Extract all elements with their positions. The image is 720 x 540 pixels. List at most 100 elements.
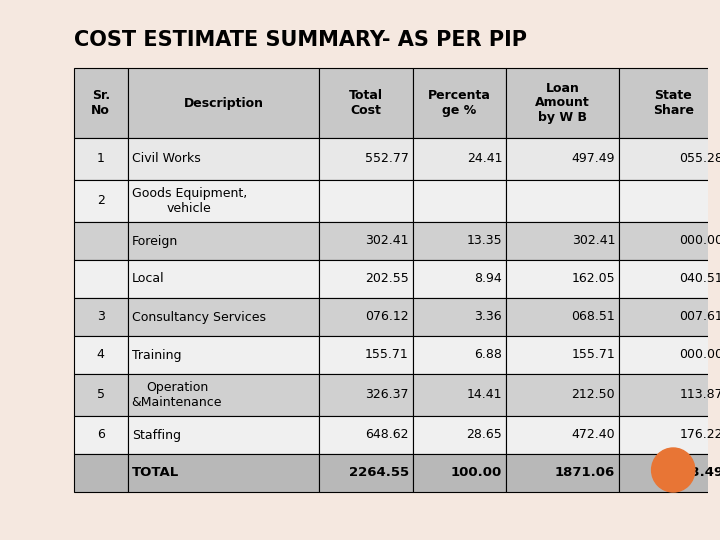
Bar: [73, 260, 127, 298]
Text: 155.71: 155.71: [365, 348, 409, 361]
Text: 472.40: 472.40: [572, 429, 615, 442]
Bar: [320, 138, 413, 180]
Text: 302.41: 302.41: [572, 234, 615, 247]
Text: 100.00: 100.00: [451, 467, 502, 480]
Bar: [619, 222, 720, 260]
Text: Foreign: Foreign: [132, 234, 178, 247]
Bar: [619, 336, 720, 374]
Text: 040.51: 040.51: [680, 273, 720, 286]
Text: Sr.
No: Sr. No: [91, 89, 110, 117]
Text: 000.00: 000.00: [680, 234, 720, 247]
Text: 3: 3: [96, 310, 104, 323]
Bar: [127, 68, 320, 138]
Text: 162.05: 162.05: [572, 273, 615, 286]
Bar: [413, 374, 506, 416]
Bar: [127, 336, 320, 374]
Bar: [506, 260, 619, 298]
Bar: [127, 298, 320, 336]
Bar: [127, 180, 320, 222]
Bar: [127, 416, 320, 454]
Bar: [506, 298, 619, 336]
Text: Description: Description: [184, 97, 264, 110]
Bar: [73, 298, 127, 336]
Bar: [320, 68, 413, 138]
Text: COST ESTIMATE SUMMARY- AS PER PIP: COST ESTIMATE SUMMARY- AS PER PIP: [73, 30, 527, 50]
Bar: [413, 260, 506, 298]
Text: Operation
&Maintenance: Operation &Maintenance: [132, 381, 222, 409]
Bar: [320, 374, 413, 416]
Bar: [506, 454, 619, 492]
Bar: [320, 336, 413, 374]
Text: 326.37: 326.37: [365, 388, 409, 402]
Bar: [506, 222, 619, 260]
Bar: [73, 180, 127, 222]
Bar: [619, 180, 720, 222]
Bar: [320, 260, 413, 298]
Bar: [127, 222, 320, 260]
Bar: [73, 454, 127, 492]
Bar: [619, 138, 720, 180]
Bar: [320, 222, 413, 260]
Text: 1871.06: 1871.06: [555, 467, 615, 480]
Bar: [506, 68, 619, 138]
Bar: [320, 454, 413, 492]
Text: 4: 4: [96, 348, 104, 361]
Text: Civil Works: Civil Works: [132, 152, 200, 165]
Text: Consultancy Services: Consultancy Services: [132, 310, 266, 323]
Text: 202.55: 202.55: [365, 273, 409, 286]
Bar: [506, 180, 619, 222]
Text: Goods Equipment,
vehicle: Goods Equipment, vehicle: [132, 187, 247, 215]
Text: 1: 1: [96, 152, 104, 165]
Text: 000.00: 000.00: [680, 348, 720, 361]
Text: 497.49: 497.49: [572, 152, 615, 165]
Text: 302.41: 302.41: [365, 234, 409, 247]
Bar: [413, 454, 506, 492]
Text: TOTAL: TOTAL: [132, 467, 179, 480]
Bar: [506, 336, 619, 374]
Bar: [619, 416, 720, 454]
Text: 6: 6: [96, 429, 104, 442]
Text: Percenta
ge %: Percenta ge %: [428, 89, 491, 117]
Bar: [320, 180, 413, 222]
Text: 6.88: 6.88: [474, 348, 502, 361]
Bar: [127, 138, 320, 180]
Bar: [619, 454, 720, 492]
Bar: [506, 138, 619, 180]
Text: 648.62: 648.62: [365, 429, 409, 442]
Bar: [506, 374, 619, 416]
Text: 076.12: 076.12: [365, 310, 409, 323]
Bar: [73, 222, 127, 260]
Bar: [619, 68, 720, 138]
Text: Local: Local: [132, 273, 164, 286]
Bar: [413, 416, 506, 454]
Bar: [413, 222, 506, 260]
Text: 055.28: 055.28: [680, 152, 720, 165]
Text: 14.41: 14.41: [467, 388, 502, 402]
Bar: [73, 138, 127, 180]
Text: Loan
Amount
by W B: Loan Amount by W B: [535, 82, 590, 125]
Bar: [619, 298, 720, 336]
Text: State
Share: State Share: [653, 89, 693, 117]
Text: 155.71: 155.71: [572, 348, 615, 361]
Bar: [413, 180, 506, 222]
Circle shape: [652, 448, 695, 492]
Text: 212.50: 212.50: [572, 388, 615, 402]
Text: Staffing: Staffing: [132, 429, 181, 442]
Bar: [127, 454, 320, 492]
Text: 393.49: 393.49: [672, 467, 720, 480]
Text: 068.51: 068.51: [572, 310, 615, 323]
Bar: [320, 298, 413, 336]
Text: 24.41: 24.41: [467, 152, 502, 165]
Text: 5: 5: [96, 388, 104, 402]
Bar: [73, 416, 127, 454]
Text: Training: Training: [132, 348, 181, 361]
Text: 8.94: 8.94: [474, 273, 502, 286]
Bar: [413, 336, 506, 374]
Bar: [73, 336, 127, 374]
Text: 3.36: 3.36: [474, 310, 502, 323]
Bar: [413, 138, 506, 180]
Bar: [320, 416, 413, 454]
Text: 552.77: 552.77: [365, 152, 409, 165]
Bar: [413, 298, 506, 336]
Text: 2264.55: 2264.55: [348, 467, 409, 480]
